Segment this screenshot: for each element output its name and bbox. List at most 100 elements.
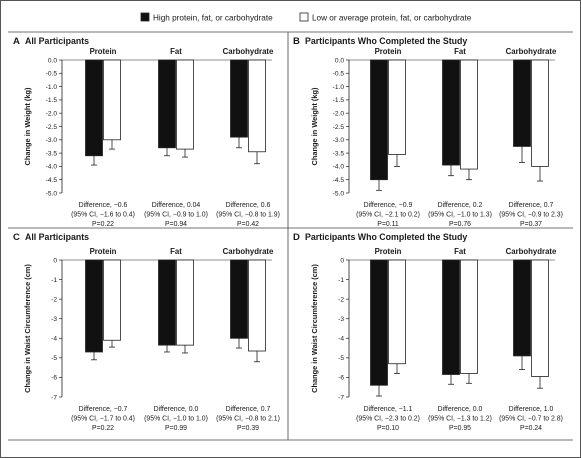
bar-high <box>370 59 388 181</box>
panel-b: B Participants Who Completed the Study Cha… <box>293 36 563 228</box>
y-tick-label: -5.0 <box>46 190 58 197</box>
category-label-carbohydrate: Carbohydrate <box>506 47 557 56</box>
panel-title: All Participants <box>25 232 89 242</box>
difference-annotation: (95% CI, −1.7 to 0.4) <box>71 416 135 423</box>
bar-low <box>176 59 194 150</box>
difference-annotation: (95% CI, −2.3 to 0.2) <box>356 416 420 423</box>
difference-annotation: P=0.24 <box>520 425 542 432</box>
difference-annotation: P=0.99 <box>165 425 187 432</box>
category-label-protein: Protein <box>90 47 117 56</box>
difference-annotation: (95% CI, −2.1 to 0.2) <box>356 212 420 219</box>
y-tick-label: -2 <box>338 296 344 303</box>
category-label-fat: Fat <box>454 47 466 56</box>
y-tick-label: -7 <box>51 394 57 401</box>
panel-letter: A <box>13 36 20 47</box>
y-tick-label: -0.5 <box>333 71 345 78</box>
y-axis-label: Change in Waist Circumference (cm) <box>310 264 319 393</box>
difference-annotation: Difference, 0.7 <box>509 202 554 209</box>
difference-annotation: P=0.39 <box>237 425 259 432</box>
difference-annotation: Difference, −0.9 <box>364 202 413 209</box>
difference-annotation: (95% CI, −0.8 to 1.9) <box>216 212 280 219</box>
bar-low <box>248 59 266 153</box>
legend-swatch-high <box>140 12 150 22</box>
bar-low <box>388 259 406 365</box>
y-tick-label: -2.0 <box>46 111 58 118</box>
difference-annotation: Difference, 0.2 <box>438 202 483 209</box>
y-tick-label: 0 <box>53 257 57 264</box>
y-tick-label: -4 <box>51 336 57 343</box>
difference-annotation: Difference, −0.6 <box>79 202 128 209</box>
y-tick-label: -4 <box>338 336 344 343</box>
difference-annotation: (95% CI, −1.3 to 1.2) <box>428 416 492 423</box>
y-tick-label: -2 <box>51 296 57 303</box>
difference-annotation: Difference, −0.7 <box>79 406 128 413</box>
y-tick-label: 0 <box>340 257 344 264</box>
difference-annotation: (95% CI, −1.0 to 1.0) <box>144 416 208 423</box>
difference-annotation: P=0.22 <box>92 425 114 432</box>
y-tick-label: -5 <box>338 355 344 362</box>
panels: A All Participants Change in Weight (kg) 0.… <box>13 36 563 432</box>
bar-low <box>388 59 406 155</box>
difference-annotation: (95% CI, −0.7 to 2.8) <box>499 416 563 423</box>
y-tick-label: -1.5 <box>46 97 58 104</box>
difference-annotation: Difference, 0.6 <box>226 202 271 209</box>
category-label-fat: Fat <box>170 47 182 56</box>
y-tick-label: -5 <box>51 355 57 362</box>
difference-annotation: (95% CI, −0.9 to 2.3) <box>499 212 563 219</box>
bar-high <box>85 59 103 157</box>
difference-annotation: P=0.76 <box>449 221 471 228</box>
difference-annotation: P=0.10 <box>377 425 399 432</box>
y-tick-label: -4.0 <box>46 164 58 171</box>
y-tick-label: -4.5 <box>46 177 58 184</box>
difference-annotation: Difference, 0.0 <box>438 406 483 413</box>
legend-label-low: Low or average protein, fat, or carbohyd… <box>312 14 472 23</box>
y-tick-label: -4.5 <box>333 177 345 184</box>
y-axis-label: Change in Weight (kg) <box>310 87 319 165</box>
bar-low <box>531 59 549 167</box>
difference-annotation: P=0.42 <box>237 221 259 228</box>
y-tick-label: -5.0 <box>333 190 345 197</box>
bar-low <box>248 259 266 352</box>
bar-high <box>513 259 531 357</box>
panel-letter: D <box>293 232 300 243</box>
bar-high <box>230 259 248 339</box>
difference-annotation: (95% CI, −1.6 to 0.4) <box>71 212 135 219</box>
y-tick-label: 0.0 <box>48 57 57 64</box>
y-tick-label: -3.0 <box>46 137 58 144</box>
y-tick-label: -3 <box>51 316 57 323</box>
difference-annotation: P=0.37 <box>520 221 542 228</box>
category-label-protein: Protein <box>375 47 402 56</box>
y-tick-label: -2.0 <box>333 111 345 118</box>
panel-title: Participants Who Completed the Study <box>305 232 467 242</box>
difference-annotation: P=0.94 <box>165 221 187 228</box>
bar-high <box>370 259 388 386</box>
y-tick-label: -0.5 <box>46 71 58 78</box>
y-tick-label: -1.5 <box>333 97 345 104</box>
difference-annotation: (95% CI, −1.0 to 1.3) <box>428 212 492 219</box>
category-label-carbohydrate: Carbohydrate <box>223 247 274 256</box>
difference-annotation: P=0.11 <box>377 221 399 228</box>
y-tick-label: -7 <box>338 394 344 401</box>
y-tick-label: -2.5 <box>333 124 345 131</box>
y-axis-label: Change in Weight (kg) <box>23 87 32 165</box>
category-label-protein: Protein <box>90 247 117 256</box>
bar-high <box>513 59 531 147</box>
panel-d: D Participants Who Completed the Study Cha… <box>293 232 563 432</box>
y-tick-label: -2.5 <box>46 124 58 131</box>
bar-high <box>442 259 460 375</box>
bar-low <box>531 259 549 377</box>
legend-label-high: High protein, fat, or carbohydrate <box>153 14 273 23</box>
y-tick-label: -3 <box>338 316 344 323</box>
difference-annotation: P=0.95 <box>449 425 471 432</box>
y-axis-label: Change in Waist Circumference (cm) <box>23 264 32 393</box>
legend: High protein, fat, or carbohydrate Low o… <box>140 12 472 23</box>
y-tick-label: -6 <box>338 375 344 382</box>
bar-low <box>460 259 478 374</box>
bar-high <box>85 259 103 353</box>
bar-low <box>176 259 194 346</box>
category-label-protein: Protein <box>375 247 402 256</box>
y-tick-label: -3.5 <box>333 150 345 157</box>
bar-high <box>158 59 176 149</box>
category-label-carbohydrate: Carbohydrate <box>506 247 557 256</box>
panel-letter: B <box>293 36 300 47</box>
